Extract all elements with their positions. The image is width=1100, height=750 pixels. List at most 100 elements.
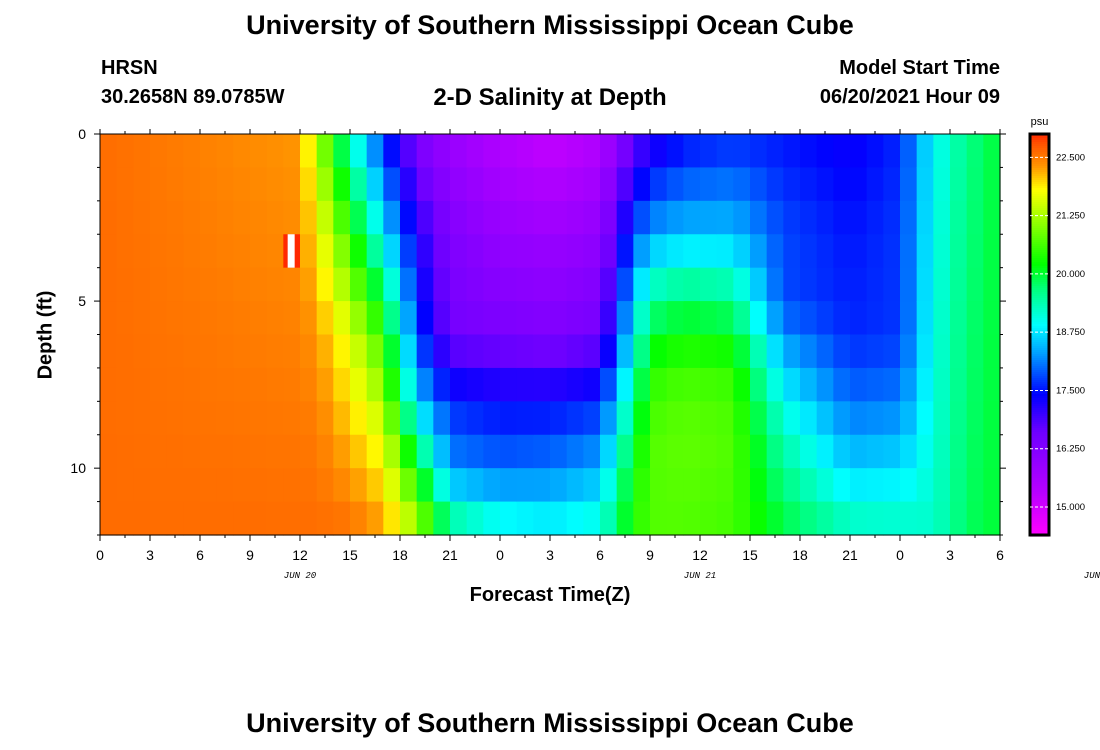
x-tick-label: 3: [546, 547, 554, 563]
heatmap-cell: [600, 401, 618, 436]
colorbar-band: [1030, 276, 1049, 279]
heatmap-cell: [883, 468, 901, 503]
heatmap-cell: [483, 234, 501, 269]
heatmap-cell: [433, 367, 451, 402]
heatmap-cell: [633, 468, 651, 503]
colorbar-band: [1030, 190, 1049, 193]
heatmap-cell: [933, 468, 951, 503]
heatmap-cell: [200, 200, 218, 235]
heatmap-cell: [466, 301, 484, 336]
y-axis: 0 5 10: [70, 126, 1006, 536]
heatmap-cell: [916, 234, 934, 269]
colorbar-band: [1030, 288, 1049, 291]
heatmap-cell: [916, 301, 934, 336]
heatmap-cell: [233, 200, 251, 235]
heatmap-cell: [700, 200, 718, 235]
heatmap-cell: [183, 267, 201, 302]
heatmap-cell: [283, 134, 301, 169]
heatmap-cell: [250, 267, 268, 302]
heatmap-cell: [450, 267, 468, 302]
heatmap-cell: [933, 267, 951, 302]
heatmap-cell: [700, 134, 718, 169]
heatmap-cell: [550, 200, 568, 235]
heatmap-cell: [900, 501, 918, 536]
heatmap-cell: [966, 267, 984, 302]
heatmap-cell: [133, 267, 151, 302]
x-tick-label: 9: [646, 547, 654, 563]
colorbar-band: [1030, 516, 1049, 519]
heatmap-cell: [616, 468, 634, 503]
colorbar-band: [1030, 418, 1049, 421]
colorbar-band: [1030, 292, 1049, 295]
heatmap-cell: [266, 267, 284, 302]
colorbar-tick-label: 20.000: [1056, 269, 1085, 280]
colorbar-band: [1030, 398, 1049, 401]
heatmap-cell: [416, 501, 434, 536]
heatmap-cell: [200, 401, 218, 436]
colorbar-band: [1030, 294, 1049, 297]
colorbar-band: [1030, 504, 1049, 507]
colorbar-band: [1030, 490, 1049, 493]
colorbar-band: [1030, 410, 1049, 413]
colorbar-band: [1030, 210, 1049, 213]
colorbar-band: [1030, 390, 1049, 393]
heatmap-cell: [166, 134, 184, 169]
heatmap-cell: [350, 267, 368, 302]
heatmap-cell: [333, 200, 351, 235]
colorbar-band: [1030, 356, 1049, 359]
colorbar-tick-label: 17.500: [1056, 385, 1085, 396]
heatmap-cell: [566, 367, 584, 402]
heatmap-cell: [100, 167, 118, 202]
heatmap-cell: [466, 167, 484, 202]
heatmap-cell: [716, 434, 734, 469]
colorbar-band: [1030, 372, 1049, 375]
heatmap-cell: [883, 401, 901, 436]
heatmap-cell: [166, 200, 184, 235]
heatmap-cell: [233, 468, 251, 503]
heatmap-cell: [250, 468, 268, 503]
station-name: HRSN: [101, 57, 158, 79]
heatmap-cell: [600, 267, 618, 302]
heatmap-cell: [950, 401, 968, 436]
heatmap-cell: [483, 434, 501, 469]
heatmap-cell: [683, 501, 701, 536]
heatmap-cell: [100, 134, 118, 169]
heatmap-cell: [500, 167, 518, 202]
heatmap-cell: [183, 234, 201, 269]
heatmap-cell: [583, 134, 601, 169]
heatmap-cell: [266, 301, 284, 336]
heatmap-cell: [633, 234, 651, 269]
heatmap-cell: [883, 501, 901, 536]
colorbar-band: [1030, 220, 1049, 223]
heatmap-cell: [850, 434, 868, 469]
heatmap-cell: [850, 334, 868, 369]
heatmap-cell: [283, 267, 301, 302]
heatmap-cell: [783, 167, 801, 202]
heatmap-cell: [400, 267, 418, 302]
heatmap-cell: [766, 200, 784, 235]
heatmap-cell: [916, 367, 934, 402]
heatmap-cell: [566, 134, 584, 169]
heatmap-cell: [300, 301, 318, 336]
colorbar-band: [1030, 432, 1049, 435]
colorbar-band: [1030, 146, 1049, 149]
heatmap-cell: [733, 134, 751, 169]
heatmap-cell: [733, 434, 751, 469]
heatmap-cell: [216, 334, 234, 369]
heatmap-cell: [316, 134, 334, 169]
heatmap-cell: [983, 167, 1001, 202]
heatmap-cell: [283, 468, 301, 503]
heatmap-cell: [716, 501, 734, 536]
heatmap-cell: [600, 367, 618, 402]
heatmap-cell: [883, 134, 901, 169]
heatmap-cell: [966, 334, 984, 369]
heatmap-cell: [183, 301, 201, 336]
x-tick-label: 21: [842, 547, 858, 563]
colorbar-band: [1030, 506, 1049, 509]
heatmap-cell: [950, 434, 968, 469]
heatmap-cell: [683, 167, 701, 202]
x-date-label: JUN 22: [1084, 571, 1100, 581]
heatmap-cell: [450, 134, 468, 169]
heatmap-cell: [683, 267, 701, 302]
heatmap-cell: [366, 134, 384, 169]
